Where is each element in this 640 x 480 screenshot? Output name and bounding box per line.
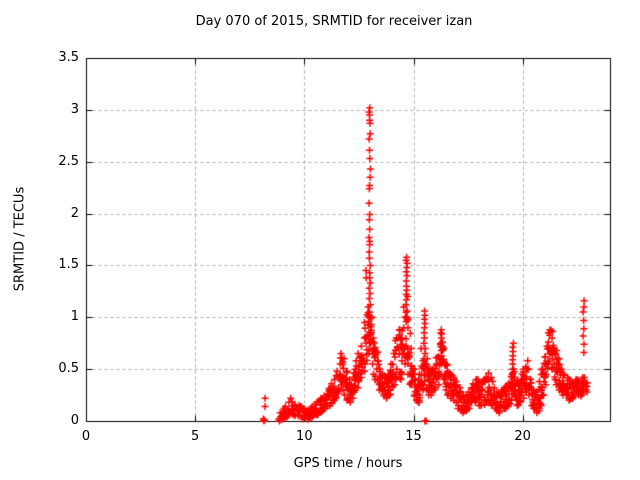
y-tick-label: 3 [70,101,79,117]
x-tick-label: 15 [405,429,422,444]
y-tick-label: 2 [70,205,79,221]
x-tick-label: 5 [191,429,200,444]
y-tick-label: 0 [70,413,79,428]
chart-title: Day 070 of 2015, SRMTID for receiver iza… [195,14,473,29]
y-tick-label: 0.5 [58,361,79,377]
y-tick-label: 1 [70,309,79,325]
x-tick-label: 10 [296,429,313,444]
x-tick-label: 0 [81,429,91,444]
x-tick-label: 20 [514,429,531,444]
y-axis-label: SRMTID / TECUs [12,186,28,292]
x-axis-label: GPS time / hours [293,456,403,471]
y-tick-label: 3.5 [58,50,79,65]
y-tick-label: 1.5 [58,257,79,273]
y-tick-label: 2.5 [58,153,79,169]
